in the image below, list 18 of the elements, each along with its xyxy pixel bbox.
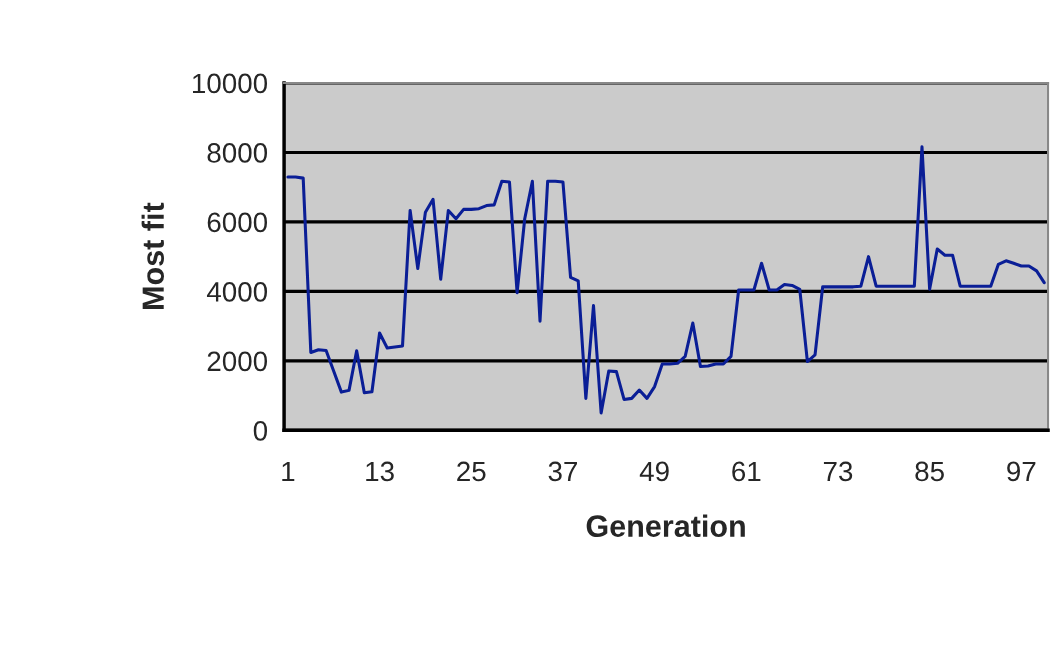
y-tick-label: 6000 bbox=[207, 212, 268, 233]
x-tick-label: 97 bbox=[1007, 461, 1036, 482]
x-tick-label: 73 bbox=[823, 461, 853, 482]
x-tick-label: 13 bbox=[366, 461, 394, 482]
y-tick-label: 2000 bbox=[207, 351, 268, 372]
y-tick-label: 8000 bbox=[207, 143, 268, 163]
x-tick-label: 49 bbox=[639, 461, 669, 482]
x-tick-label: 1 bbox=[282, 461, 295, 482]
y-tick-label: 4000 bbox=[206, 282, 268, 302]
y-tick-label: 10000 bbox=[193, 73, 268, 94]
y-tick-label: 0 bbox=[253, 421, 268, 441]
line-series bbox=[286, 145, 1046, 415]
x-tick-label: 85 bbox=[915, 461, 944, 482]
x-axis-title: Generation bbox=[586, 514, 745, 537]
x-tick-label: 25 bbox=[457, 461, 486, 482]
x-tick-label: 37 bbox=[548, 461, 577, 482]
x-tick-label: 61 bbox=[732, 461, 761, 482]
y-axis-title: Most fit bbox=[141, 202, 165, 309]
